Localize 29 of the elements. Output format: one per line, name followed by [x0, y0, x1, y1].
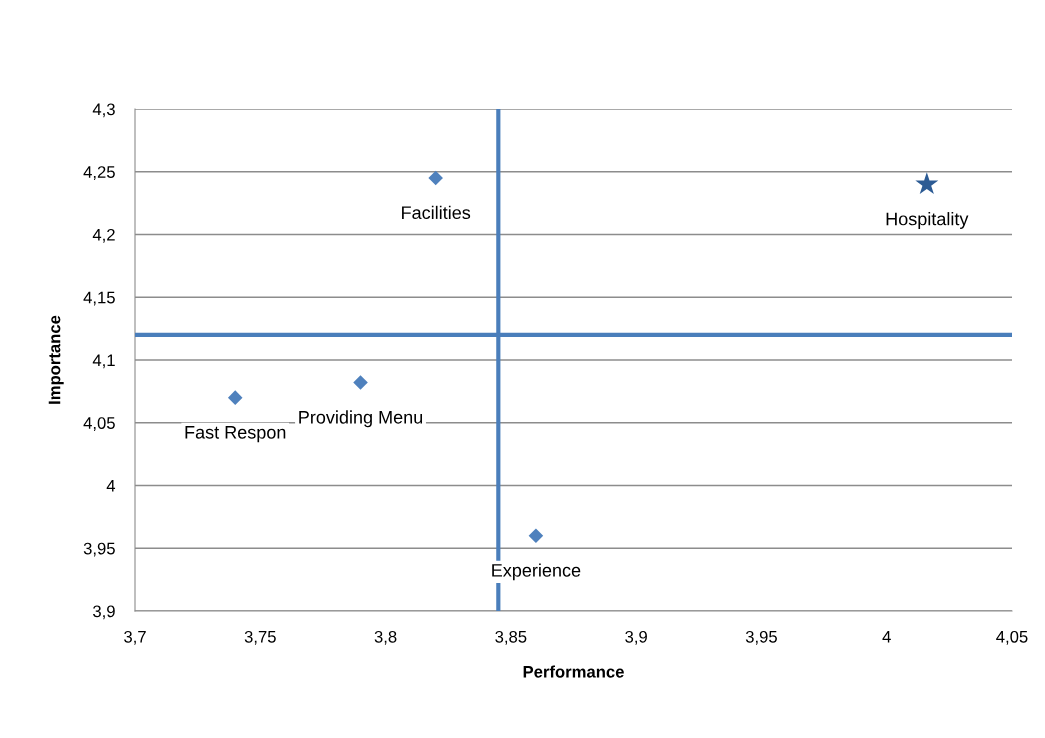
x-tick-label: 3,7 [124, 630, 146, 645]
y-tick-label: 4,15 [83, 291, 115, 306]
x-tick-label: 3,75 [244, 630, 276, 645]
y-tick-label: 3,95 [83, 542, 115, 557]
annotation: Experience [492, 563, 581, 581]
annotation: Facilities [402, 205, 471, 220]
x-tick-label: 3,95 [745, 630, 777, 645]
y-tick-label: 4,25 [83, 166, 115, 180]
point [428, 170, 443, 186]
y-tick-label: 4,2 [92, 228, 115, 243]
point [227, 390, 243, 405]
y-axis-title: Importance [48, 315, 64, 404]
y-tick-label: 4,3 [92, 103, 115, 118]
point [353, 375, 368, 390]
x-tick-label: 3,8 [374, 630, 397, 645]
x-tick-label: 3,9 [625, 630, 647, 645]
x-tick-label: 4,05 [996, 630, 1028, 645]
x-axis-title: Performance [523, 665, 624, 678]
annotation: Providing Menu [299, 410, 423, 428]
y-tick-label: 3,9 [93, 605, 115, 620]
point [528, 528, 544, 543]
x-tick-label: 3,85 [495, 630, 527, 645]
y-tick-label: 4,05 [83, 417, 115, 431]
y-tick-label: 4,1 [92, 354, 115, 369]
annotation: Fast Respon [185, 426, 286, 443]
y-tick-label: 4 [106, 480, 116, 492]
annotation: Hospitality [886, 212, 969, 229]
x-tick-label: 4 [882, 631, 891, 643]
point [915, 172, 939, 195]
